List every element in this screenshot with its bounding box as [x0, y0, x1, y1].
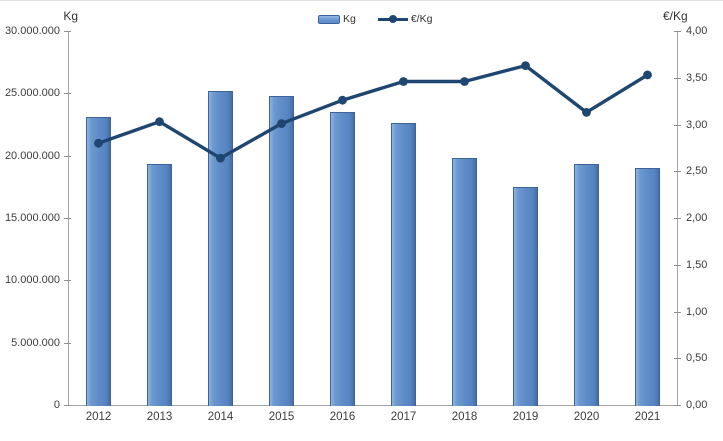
legend-item-eur-per-kg: €/Kg: [377, 13, 433, 25]
right-axis-tick: [674, 78, 681, 79]
right-axis-tick-label: 2,00: [686, 212, 708, 224]
right-axis-tick-label: 0,00: [686, 399, 708, 411]
right-axis-tick: [674, 218, 681, 219]
x-axis-category-label: 2017: [390, 411, 417, 423]
left-axis-tick-label: 30.000.000: [4, 25, 60, 37]
right-axis-tick: [674, 125, 681, 126]
left-axis-tick: [64, 156, 71, 157]
line-data-point-2020: [582, 107, 591, 117]
right-axis-tick-label: 1,50: [686, 259, 708, 271]
line-data-point-2017: [399, 77, 408, 86]
line-series-swatch-icon: [377, 15, 408, 23]
line-data-point-2021: [643, 70, 652, 80]
x-axis-category-label: 2015: [268, 411, 295, 423]
line-data-point-2016: [338, 95, 347, 105]
bar-2015: [269, 95, 294, 406]
right-axis-tick-label: 3,00: [686, 119, 708, 131]
right-axis-title: €/Kg: [663, 9, 688, 23]
left-axis-tick: [64, 405, 71, 406]
x-axis-category-label: 2020: [573, 411, 600, 423]
left-axis-tick: [64, 218, 71, 219]
legend: Kg €/Kg: [318, 13, 432, 25]
left-axis-title: Kg: [63, 9, 78, 23]
left-axis-tick-label: 15.000.000: [4, 212, 60, 224]
right-axis-tick-label: 3,50: [686, 72, 708, 84]
right-axis-tick: [674, 405, 681, 406]
left-axis-tick: [64, 31, 71, 32]
x-axis-category-label: 2021: [634, 411, 661, 423]
right-axis-tick-label: 1,00: [686, 306, 708, 318]
line-marker-icon: [388, 15, 397, 23]
right-axis-tick: [674, 31, 681, 32]
left-axis-tick: [64, 343, 71, 344]
line-data-point-2019: [521, 61, 530, 70]
bar-series-swatch-icon: [318, 14, 340, 24]
x-axis-category-label: 2012: [85, 411, 112, 423]
left-axis-tick-label: 25.000.000: [4, 87, 60, 99]
right-axis-tick: [674, 358, 681, 359]
right-axis-tick-label: 2,50: [686, 165, 708, 177]
bar-2016: [330, 112, 355, 406]
left-axis-tick-label: 10.000.000: [4, 274, 60, 286]
bar-2018: [452, 158, 477, 406]
left-axis-tick-label: 20.000.000: [4, 150, 60, 162]
line-data-point-2018: [460, 77, 469, 86]
bar-2014: [208, 90, 233, 406]
bar-2017: [391, 123, 416, 406]
left-axis-tick: [64, 280, 71, 281]
right-axis-tick-label: 4,00: [686, 25, 708, 37]
x-axis-category-label: 2016: [329, 411, 356, 423]
right-axis-tick: [674, 171, 681, 172]
legend-item-kg: Kg: [318, 13, 356, 25]
x-axis-line: [68, 405, 678, 406]
x-axis-category-label: 2013: [146, 411, 173, 423]
right-axis-tick: [674, 312, 681, 313]
bar-2021: [635, 168, 660, 406]
x-axis-category-label: 2018: [451, 411, 478, 423]
left-axis-tick-label: 0: [53, 399, 60, 411]
left-axis-tick: [64, 93, 71, 94]
legend-label-kg: Kg: [343, 13, 356, 25]
legend-label-eur-per-kg: €/Kg: [410, 13, 433, 25]
bar-2019: [513, 186, 538, 406]
right-axis-tick: [674, 265, 681, 266]
left-axis-tick-label: 5.000.000: [11, 337, 60, 349]
bar-2020: [574, 164, 599, 406]
bar-2012: [86, 117, 111, 406]
right-axis-tick-label: 0,50: [686, 352, 708, 364]
x-axis-category-label: 2019: [512, 411, 539, 423]
line-data-point-2013: [155, 117, 164, 127]
bar-2013: [147, 164, 172, 406]
x-axis-category-label: 2014: [207, 411, 234, 423]
